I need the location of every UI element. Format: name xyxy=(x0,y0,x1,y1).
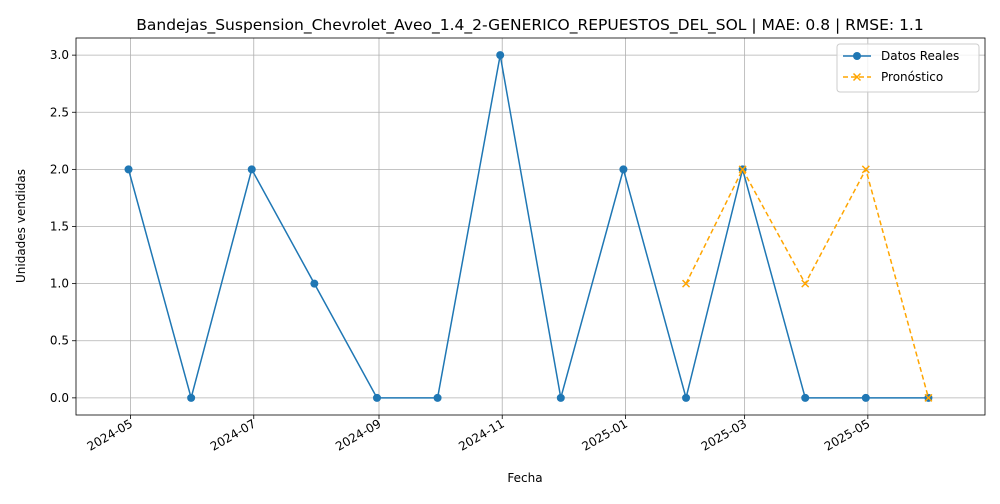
data-point xyxy=(556,393,565,402)
forecast-point xyxy=(738,165,747,174)
data-point xyxy=(247,165,256,174)
y-tick-label: 2.5 xyxy=(50,105,69,119)
data-point xyxy=(124,165,133,174)
legend-marker-pronostico xyxy=(852,72,862,82)
series-layer xyxy=(124,51,933,402)
data-point xyxy=(496,51,505,60)
series-1 xyxy=(682,165,933,402)
data-point xyxy=(187,393,196,402)
legend: Datos Reales Pronóstico xyxy=(836,43,980,93)
legend-marker-datos-reales xyxy=(853,52,861,60)
data-point xyxy=(619,165,628,174)
grid-layer xyxy=(76,38,985,415)
x-tick-label: 2025-01 xyxy=(580,416,630,453)
data-point xyxy=(310,279,319,288)
forecast-point xyxy=(924,393,933,402)
y-tick-label: 0.0 xyxy=(50,391,69,405)
data-point xyxy=(682,393,691,402)
forecast-point xyxy=(801,279,810,288)
y-tick-label: 0.5 xyxy=(50,334,69,348)
y-axis-label: Unidades vendidas xyxy=(14,169,28,283)
series-line xyxy=(127,55,929,401)
x-tick-label: 2024-09 xyxy=(333,416,383,453)
y-tick-label: 1.0 xyxy=(50,277,69,291)
data-point xyxy=(433,393,442,402)
y-tick-label: 2.0 xyxy=(50,162,69,176)
chart-title: Bandejas_Suspension_Chevrolet_Aveo_1.4_2… xyxy=(136,16,923,35)
x-axis-label: Fecha xyxy=(507,471,542,485)
x-tick-label: 2024-11 xyxy=(456,416,506,453)
x-tick-label: 2024-07 xyxy=(208,416,258,453)
axis-layer: 2024-05 2024-07 2024-09 2024-11 2025-01 2025-… xyxy=(50,48,872,454)
data-point xyxy=(801,393,810,402)
legend-label-datos-reales: Datos Reales xyxy=(881,49,959,63)
legend-box xyxy=(836,43,980,93)
data-point xyxy=(861,393,870,402)
x-tick-label: 2025-05 xyxy=(822,416,872,453)
y-tick-label: 1.5 xyxy=(50,220,69,234)
legend-label-pronostico: Pronóstico xyxy=(881,70,943,84)
forecast-point xyxy=(861,165,870,174)
y-tick-label: 3.0 xyxy=(50,48,69,62)
x-tick-label: 2025-03 xyxy=(699,416,749,453)
data-point xyxy=(372,393,381,402)
x-tick-label: 2024-05 xyxy=(85,416,135,453)
forecast-point xyxy=(682,279,691,288)
